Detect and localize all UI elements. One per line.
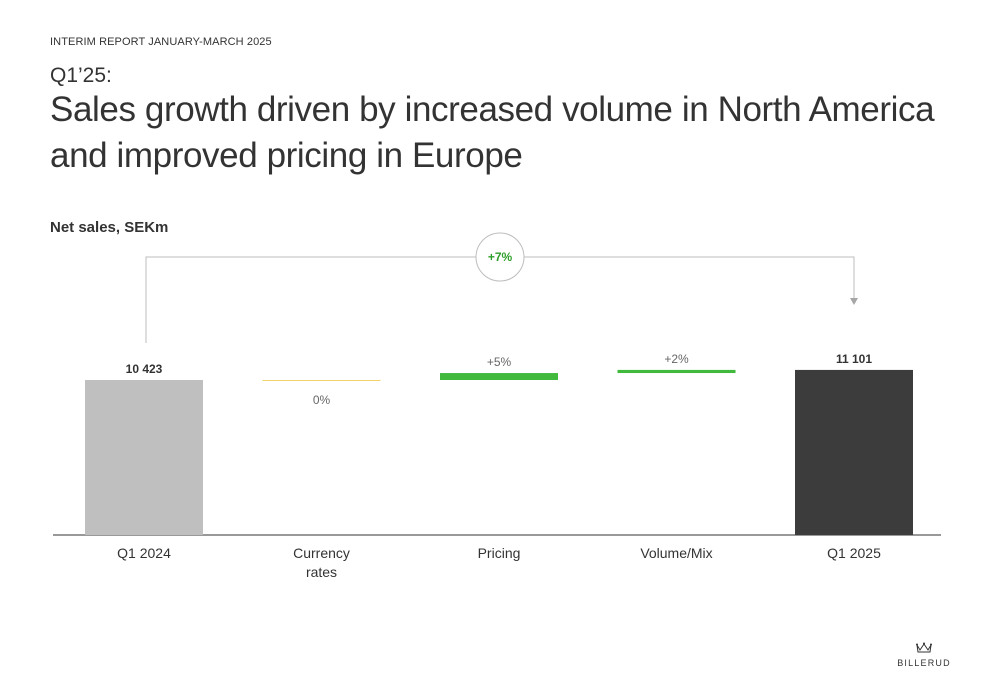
bar-1: [262, 380, 381, 381]
data-label-4: 11 101: [836, 352, 872, 366]
billerud-logo: BILLERUD: [893, 640, 955, 668]
bar-2: [440, 373, 558, 380]
bar-4: [795, 369, 913, 535]
category-label-2: Pricing: [478, 545, 521, 561]
quarter-label: Q1’25:: [50, 64, 112, 87]
category-label-3: Volume/Mix: [640, 545, 712, 561]
category-label-1-1: rates: [306, 564, 337, 580]
crown-icon: [916, 642, 932, 653]
bar-0: [85, 380, 203, 535]
data-label-0: 10 423: [126, 362, 163, 376]
data-label-2: +5%: [487, 355, 512, 369]
growth-bracket-line: [145, 256, 855, 343]
growth-arrow-head: [850, 298, 858, 305]
category-label-1-0: Currency: [293, 545, 350, 561]
bar-3: [617, 369, 736, 374]
category-label-4: Q1 2025: [827, 545, 881, 561]
chart-subtitle: Net sales, SEKm: [50, 219, 169, 236]
page-title: Sales growth driven by increased volume …: [50, 90, 935, 175]
report-eyebrow: INTERIM REPORT JANUARY-MARCH 2025: [50, 36, 272, 48]
data-label-3: +2%: [664, 352, 689, 366]
data-label-1: 0%: [313, 393, 331, 407]
logo-text: BILLERUD: [897, 658, 951, 668]
growth-callout-label: +7%: [488, 250, 513, 264]
growth-callout-circle: [475, 232, 525, 282]
category-label-0: Q1 2024: [117, 545, 171, 561]
